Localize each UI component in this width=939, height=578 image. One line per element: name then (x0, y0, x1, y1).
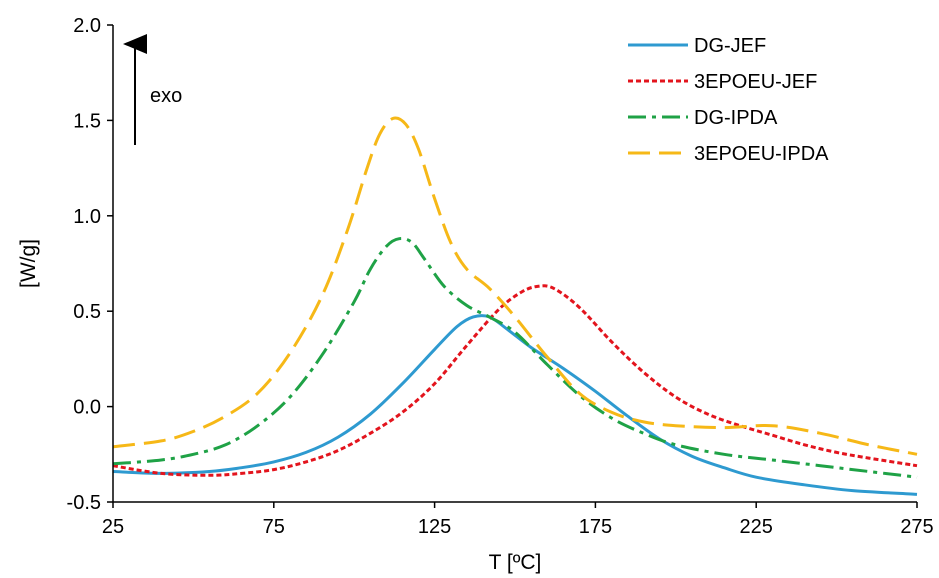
x-tick-label: 175 (579, 516, 612, 538)
series-layer (112, 116, 918, 496)
y-tick-label: -0.5 (67, 492, 101, 514)
exo-label: exo (150, 85, 182, 107)
legend-label: 3EPOEU-IPDA (694, 143, 829, 165)
exo-annotation: exo (123, 34, 182, 145)
x-tick-label: 25 (102, 516, 124, 538)
legend: DG-JEF 3EPOEU-JEF DG-IPDA 3EPOEU-IPDA (628, 35, 829, 165)
x-tick-label: 75 (263, 516, 285, 538)
series-line-3epoeu-jef (112, 284, 918, 477)
y-tick-label: 1.0 (73, 206, 101, 228)
x-tick-label: 275 (900, 516, 933, 538)
legend-label: 3EPOEU-JEF (694, 71, 817, 93)
axes (112, 25, 917, 503)
x-axis-title: T [ºC] (489, 551, 542, 574)
y-axis-title: [W/g] (17, 239, 40, 288)
x-tick-label: 125 (418, 516, 451, 538)
x-tick-label: 225 (740, 516, 773, 538)
legend-label: DG-IPDA (694, 107, 778, 129)
y-tick-label: 2.0 (73, 15, 101, 37)
series-line-dg-ipda (112, 237, 918, 479)
series-line-3epoeu-ipda (112, 116, 918, 456)
legend-label: DG-JEF (694, 35, 766, 57)
ticks: -0.5 0.0 0.5 1.0 1.5 2.0 25 75 125 175 225 275 (67, 15, 934, 538)
series-line-dg-jef (112, 313, 918, 496)
y-tick-label: 0.5 (73, 301, 101, 323)
y-tick-label: 1.5 (73, 110, 101, 132)
y-tick-label: 0.0 (73, 397, 101, 419)
